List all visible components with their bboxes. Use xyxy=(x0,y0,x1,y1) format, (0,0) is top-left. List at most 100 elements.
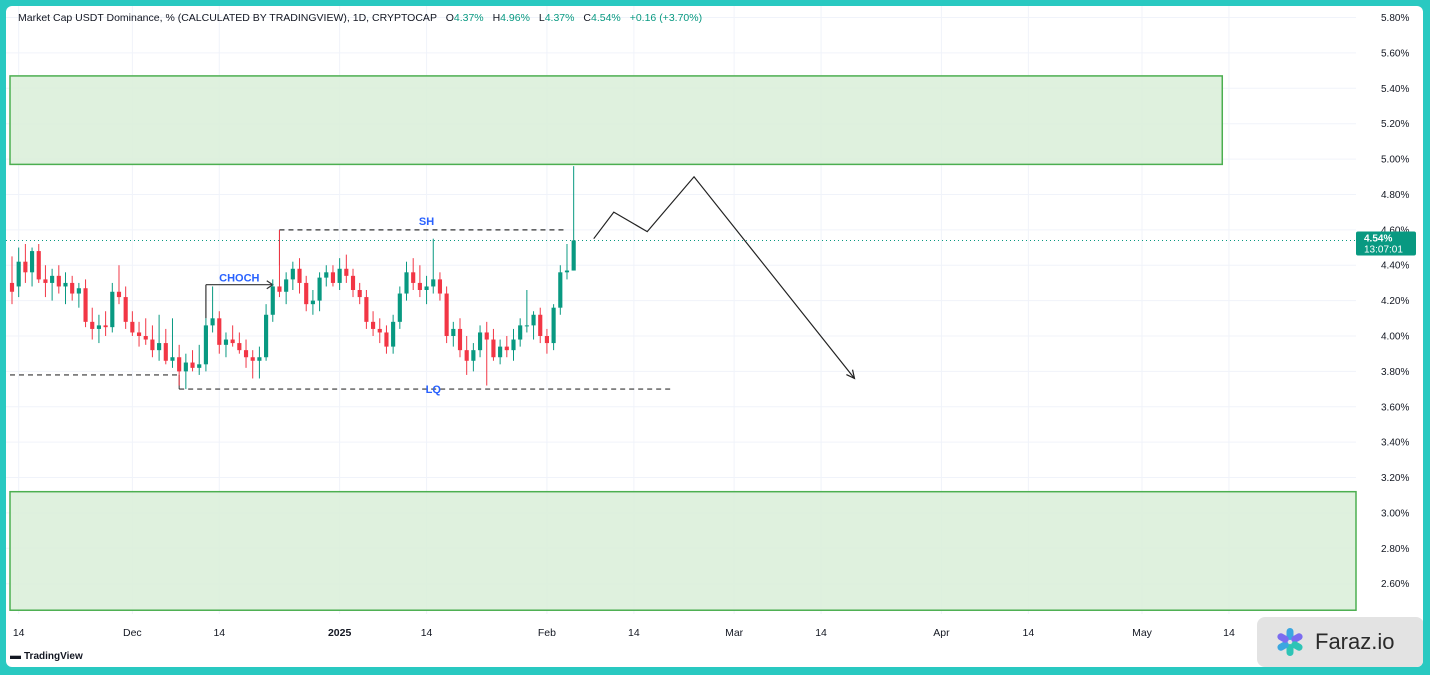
candle-body-down[interactable] xyxy=(103,325,108,328)
candle-body-up[interactable] xyxy=(223,339,229,345)
candle-body-up[interactable] xyxy=(317,277,322,301)
candle-body-up[interactable] xyxy=(264,314,269,358)
candle-body-up[interactable] xyxy=(210,318,215,326)
candle-body-down[interactable] xyxy=(357,290,362,298)
candle-body-down[interactable] xyxy=(384,332,389,347)
candle-body-down[interactable] xyxy=(417,282,422,290)
candle-body-up[interactable] xyxy=(431,279,436,287)
candle-body-down[interactable] xyxy=(56,275,61,287)
close-label: C xyxy=(583,12,591,24)
candle-body-down[interactable] xyxy=(177,357,182,372)
candle-body-down[interactable] xyxy=(464,350,469,361)
candle-body-up[interactable] xyxy=(551,307,556,344)
candle-body-down[interactable] xyxy=(330,272,336,283)
high-label: H xyxy=(492,12,501,24)
candle-body-down[interactable] xyxy=(344,268,349,276)
candle-body-up[interactable] xyxy=(324,272,329,278)
candle-body-down[interactable] xyxy=(116,291,122,298)
candle-body-up[interactable] xyxy=(284,279,289,292)
candle-body-up[interactable] xyxy=(76,288,81,294)
candle-body-down[interactable] xyxy=(9,282,15,292)
candle-body-down[interactable] xyxy=(163,343,168,361)
candle-body-up[interactable] xyxy=(110,291,115,328)
candle-body-up[interactable] xyxy=(96,325,101,329)
candle-body-up[interactable] xyxy=(471,350,476,361)
candle-body-up[interactable] xyxy=(397,293,402,322)
candle-body-up[interactable] xyxy=(290,268,295,280)
candle-body-up[interactable] xyxy=(451,328,456,336)
candle-body-down[interactable] xyxy=(217,318,222,345)
candle-body-down[interactable] xyxy=(484,332,489,340)
x-axis-tick-label: Dec xyxy=(123,627,142,639)
candle-body-down[interactable] xyxy=(237,343,242,351)
candle-body-up[interactable] xyxy=(170,357,175,361)
annotation-label-sh[interactable]: SH xyxy=(419,216,434,228)
candle-body-down[interactable] xyxy=(304,282,309,305)
candle-body-up[interactable] xyxy=(524,325,529,327)
candle-body-down[interactable] xyxy=(83,288,88,322)
candle-body-down[interactable] xyxy=(43,279,48,283)
candle-body-down[interactable] xyxy=(23,261,28,273)
candle-body-up[interactable] xyxy=(270,286,275,315)
candle-body-up[interactable] xyxy=(511,339,516,351)
candle-body-up[interactable] xyxy=(157,343,162,351)
candle-body-down[interactable] xyxy=(36,251,41,280)
candle-body-down[interactable] xyxy=(544,336,549,344)
candle-body-up[interactable] xyxy=(424,286,429,290)
candle-body-up[interactable] xyxy=(518,325,523,340)
candle-body-up[interactable] xyxy=(63,282,68,287)
candle-body-down[interactable] xyxy=(250,357,255,361)
candle-body-down[interactable] xyxy=(243,350,249,358)
candle-body-down[interactable] xyxy=(136,332,142,336)
candle-body-down[interactable] xyxy=(411,272,416,283)
candle-body-up[interactable] xyxy=(203,325,208,365)
candle-body-down[interactable] xyxy=(130,321,135,333)
tradingview-logo[interactable]: ▬ TradingView xyxy=(10,650,83,662)
candle-body-down[interactable] xyxy=(90,321,95,329)
projection-path[interactable] xyxy=(593,175,855,379)
candle-body-down[interactable] xyxy=(230,339,235,344)
candle-body-up[interactable] xyxy=(404,272,409,294)
faraz-watermark: Faraz.io xyxy=(1257,617,1423,667)
y-axis-tick-label: 5.40% xyxy=(1381,84,1409,95)
annotation-label-choch[interactable]: CHOCH xyxy=(219,273,259,285)
candle-body-down[interactable] xyxy=(350,275,356,290)
candle-body-up[interactable] xyxy=(531,314,536,326)
price-chart[interactable]: SH CHOCH LQ 5.80% 5.60% 5.40% 5.20% 5.00% 4.80% 4… xyxy=(6,6,1423,667)
candle-body-down[interactable] xyxy=(504,346,509,351)
candle-body-down[interactable] xyxy=(70,282,75,294)
candle-body-down[interactable] xyxy=(364,297,369,322)
candle-body-down[interactable] xyxy=(371,321,376,329)
candle-body-down[interactable] xyxy=(377,328,382,333)
candle-body-down[interactable] xyxy=(538,314,543,336)
last-price-tag[interactable] xyxy=(1356,231,1416,256)
candle-body-up[interactable] xyxy=(558,272,563,308)
candle-body-down[interactable] xyxy=(457,328,463,351)
supply-demand-zone[interactable] xyxy=(9,75,1224,166)
candle-body-down[interactable] xyxy=(297,268,302,283)
candle-body-up[interactable] xyxy=(391,321,396,347)
candle-body-down[interactable] xyxy=(437,279,443,294)
candle-body-up[interactable] xyxy=(564,270,570,273)
supply-demand-zone[interactable] xyxy=(9,490,1357,611)
annotation-label-lq[interactable]: LQ xyxy=(426,384,442,396)
candle-body-down[interactable] xyxy=(444,293,449,336)
candle-body-up[interactable] xyxy=(50,275,55,283)
candle-body-up[interactable] xyxy=(197,364,202,368)
candle-body-up[interactable] xyxy=(337,268,342,283)
candle-body-down[interactable] xyxy=(190,362,195,368)
candle-body-down[interactable] xyxy=(123,297,128,322)
candle-body-down[interactable] xyxy=(277,286,282,292)
candle-body-up[interactable] xyxy=(477,332,483,351)
candle-body-down[interactable] xyxy=(150,339,155,351)
candle-body-down[interactable] xyxy=(491,339,496,358)
candle-body-up[interactable] xyxy=(310,300,315,305)
candle-body-up[interactable] xyxy=(257,357,262,361)
candle-body-up[interactable] xyxy=(183,362,188,372)
candle-body-up[interactable] xyxy=(16,261,21,287)
candle-body-down[interactable] xyxy=(143,336,148,340)
candle-body-up[interactable] xyxy=(29,251,35,273)
candle-body-up[interactable] xyxy=(498,346,503,358)
candle-body-up[interactable] xyxy=(571,240,576,271)
y-axis-tick-label: 4.00% xyxy=(1381,332,1409,343)
